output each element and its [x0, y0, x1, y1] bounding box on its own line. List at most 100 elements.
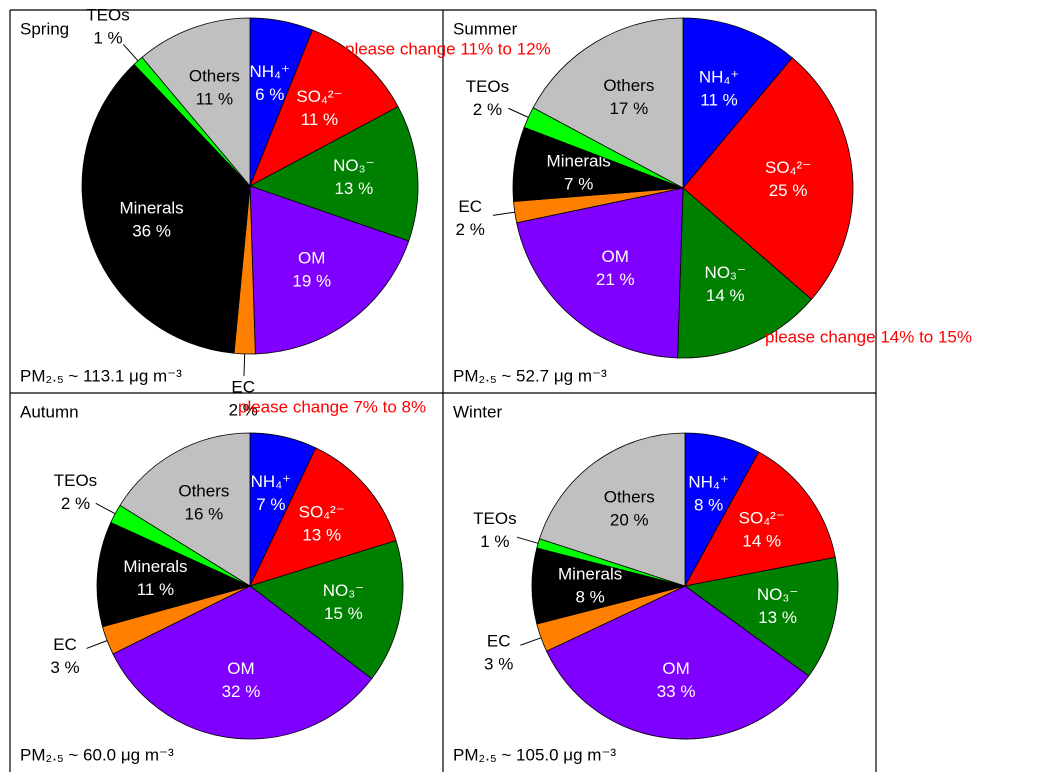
slice-label: EC [458, 197, 482, 216]
slice-value: 6 % [255, 85, 284, 104]
slice-value: 2 % [456, 220, 485, 239]
slice-value: 2 % [473, 100, 502, 119]
pie-slice [516, 187, 684, 359]
slice-value: 11 % [196, 90, 234, 109]
leader-line [508, 107, 529, 118]
slice-label: NH₄⁺ [688, 473, 728, 492]
leader-line [520, 637, 542, 646]
panel-title: Spring [20, 19, 69, 38]
slice-label: OM [298, 248, 325, 267]
pie-slice [684, 556, 839, 677]
pie-slice [682, 17, 793, 190]
pie-slice [677, 187, 813, 359]
slice-label: Others [178, 482, 229, 501]
slice-value: 3 % [484, 655, 513, 674]
slice-label: Others [189, 67, 240, 86]
slice-value: 11 % [137, 580, 175, 599]
pm-note: PM₂.₅ ~ 105.0 μg m⁻³ [453, 745, 616, 764]
slice-label: Others [604, 488, 655, 507]
panel-title: Winter [453, 402, 502, 421]
slice-label: TEOs [473, 509, 516, 528]
pie-slice [684, 451, 836, 587]
slice-label: NO₃⁻ [757, 585, 798, 604]
slice-value: 16 % [185, 505, 224, 524]
leader-line [86, 640, 108, 649]
pie-slice [119, 432, 251, 587]
panel-title: Autumn [20, 402, 79, 421]
pie-slice [96, 521, 252, 628]
slice-label: Minerals [119, 199, 183, 218]
slice-value: 13 % [302, 525, 341, 544]
slice-value: 20 % [610, 511, 649, 530]
pie-slice [249, 540, 404, 680]
pie-slice [81, 63, 251, 354]
slice-label: Minerals [123, 557, 187, 576]
slice-label: TEOs [86, 6, 129, 25]
slice-label: Others [603, 76, 654, 95]
slice-value: 13 % [758, 608, 797, 627]
pie-slice [249, 447, 397, 587]
slice-value: 36 % [132, 222, 171, 241]
slice-value: 21 % [596, 270, 635, 289]
slice-value: 7 % [256, 495, 285, 514]
pie-slice [546, 585, 810, 740]
slice-value: 1 % [93, 29, 122, 48]
annotation: please change 14% to 15% [765, 327, 972, 346]
slice-value: 33 % [657, 682, 696, 701]
slice-label: Minerals [558, 564, 622, 583]
slice-value: 3 % [50, 658, 79, 677]
slice-label: NH₄⁺ [251, 472, 291, 491]
slice-value: 2 % [61, 494, 90, 513]
slice-value: 14 % [742, 532, 781, 551]
leader-line [122, 44, 139, 62]
pm-note: PM₂.₅ ~ 113.1 μg m⁻³ [20, 366, 182, 385]
leader-line [492, 211, 515, 216]
slice-value: 8 % [575, 587, 604, 606]
slice-label: SO₄²⁻ [299, 502, 345, 521]
slice-label: NO₃⁻ [333, 156, 374, 175]
slice-value: 11 % [700, 90, 738, 109]
slice-value: 15 % [324, 604, 363, 623]
slice-label: OM [662, 659, 689, 678]
slice-label: NH₄⁺ [699, 67, 739, 86]
pie-slice [112, 585, 373, 740]
pm-note: PM₂.₅ ~ 60.0 μg m⁻³ [20, 745, 174, 764]
slice-label: Minerals [547, 151, 611, 170]
slice-label: TEOs [466, 77, 509, 96]
slice-label: SO₄²⁻ [296, 87, 342, 106]
pie-slice [682, 57, 854, 300]
leader-line [516, 536, 539, 544]
slice-label: EC [53, 635, 77, 654]
slice-label: TEOs [54, 471, 97, 490]
panel-title: Summer [453, 19, 518, 38]
slice-label: OM [602, 247, 629, 266]
slice-label: SO₄²⁻ [765, 158, 811, 177]
annotation: please change 11% to 12% [345, 39, 551, 58]
leader-line [243, 353, 246, 376]
slice-value: 13 % [334, 179, 373, 198]
slice-label: NO₃⁻ [323, 581, 364, 600]
slice-value: 11 % [301, 110, 339, 129]
pm-note: PM₂.₅ ~ 52.7 μg m⁻³ [453, 366, 607, 385]
slice-value: 7 % [564, 174, 593, 193]
slice-value: 1 % [480, 532, 509, 551]
annotation: please change 7% to 8% [238, 397, 426, 416]
slice-value: 14 % [706, 286, 745, 305]
pie-slice [249, 106, 419, 242]
slice-value: 19 % [292, 271, 331, 290]
slice-label: OM [227, 659, 254, 678]
slice-label: EC [231, 377, 255, 396]
pie-slice [249, 29, 399, 187]
slice-value: 32 % [222, 682, 261, 701]
slice-label: SO₄²⁻ [739, 509, 785, 528]
pie-slice [532, 17, 684, 189]
slice-value: 25 % [769, 181, 808, 200]
slice-label: NO₃⁻ [705, 263, 746, 282]
slice-value: 2 % [229, 400, 258, 419]
leader-line [95, 502, 116, 515]
pie-slice [538, 432, 686, 587]
slice-label: NH₄⁺ [249, 62, 289, 81]
pie-slice [249, 185, 410, 355]
pie-slice [141, 17, 251, 188]
